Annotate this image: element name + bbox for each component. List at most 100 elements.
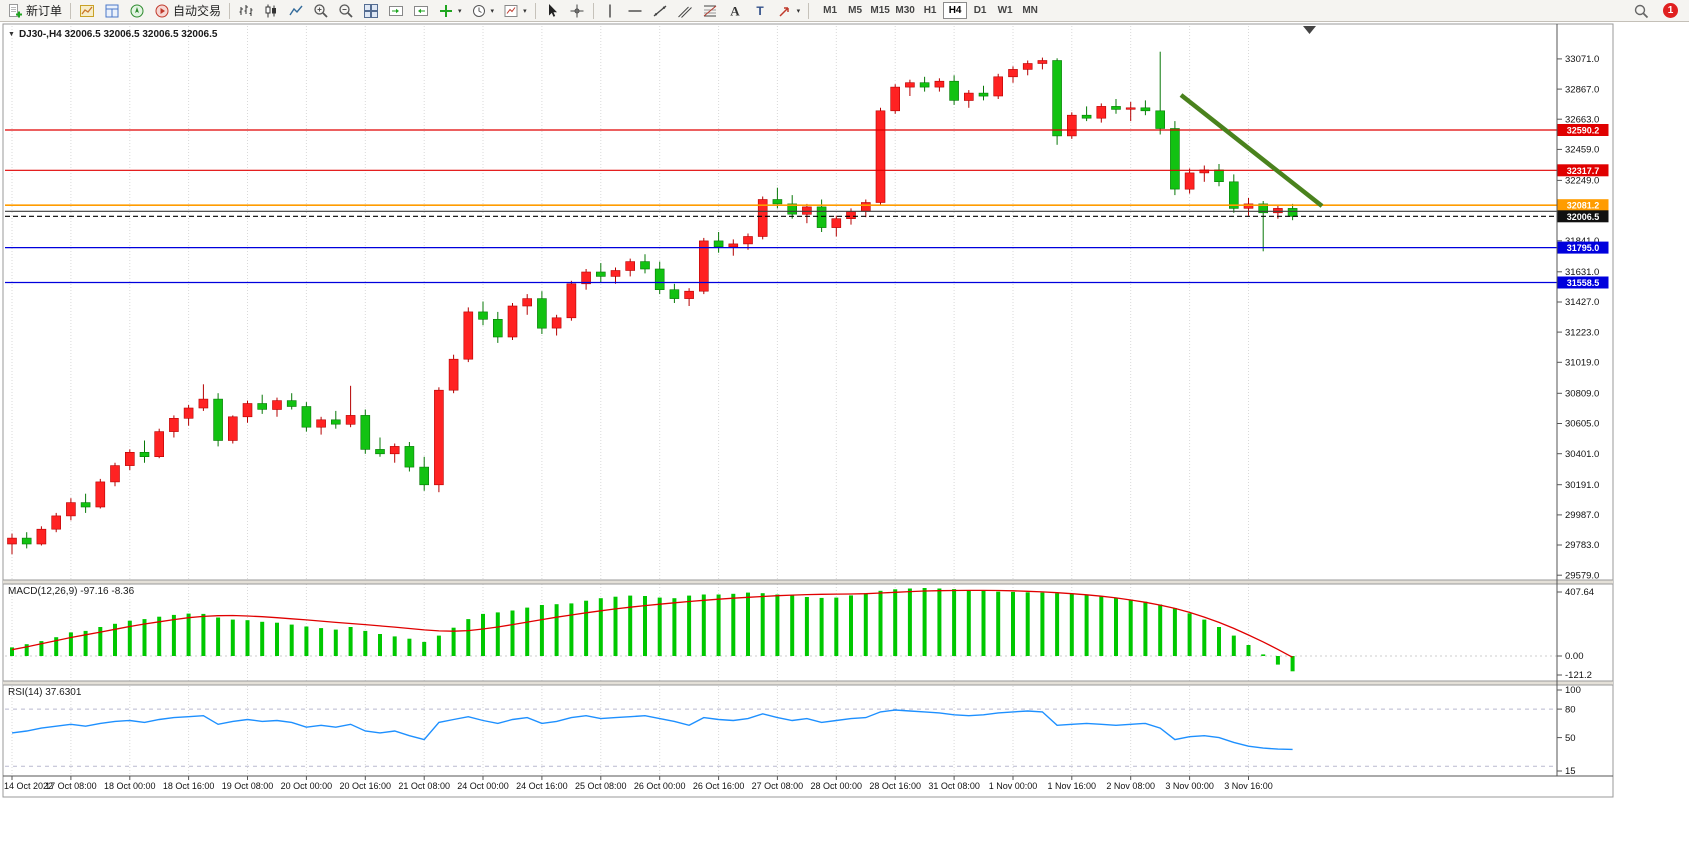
navigator-button[interactable] xyxy=(125,1,149,21)
arrow-object-icon xyxy=(779,6,789,17)
line-chart-button[interactable] xyxy=(284,1,308,21)
timeframe-M30[interactable]: M30 xyxy=(893,2,917,19)
candlestick-icon xyxy=(265,4,277,17)
clock-icon xyxy=(472,4,485,17)
caret-down-icon: ▾ xyxy=(796,7,801,15)
svg-text:26 Oct 16:00: 26 Oct 16:00 xyxy=(693,781,745,791)
search-button[interactable] xyxy=(1629,1,1653,21)
toolbar-right: 1 xyxy=(1629,1,1686,21)
timeframe-M5[interactable]: M5 xyxy=(843,2,867,19)
label-button[interactable]: T xyxy=(748,1,772,21)
macd-panel xyxy=(5,588,1557,672)
horizontal-line-button[interactable] xyxy=(623,1,647,21)
notification-badge[interactable]: 1 xyxy=(1663,3,1678,18)
timeframe-M15[interactable]: M15 xyxy=(868,2,892,19)
timeframe-W1[interactable]: W1 xyxy=(993,2,1017,19)
zoom-out-icon xyxy=(339,3,353,18)
rsi-axis: 100 80 50 15 xyxy=(1557,685,1581,777)
caret-down-icon: ▾ xyxy=(458,7,462,15)
toolbar-separator xyxy=(534,2,536,19)
svg-text:30191.0: 30191.0 xyxy=(1565,480,1599,491)
svg-text:19 Oct 08:00: 19 Oct 08:00 xyxy=(222,781,274,791)
timeframe-D1[interactable]: D1 xyxy=(968,2,992,19)
svg-text:20 Oct 00:00: 20 Oct 00:00 xyxy=(281,781,333,791)
timeframe-H1[interactable]: H1 xyxy=(918,2,942,19)
templates-button[interactable]: ▾ xyxy=(499,1,531,21)
svg-text:31427.0: 31427.0 xyxy=(1565,297,1599,308)
svg-text:29987.0: 29987.0 xyxy=(1565,510,1599,521)
bar-chart-button[interactable] xyxy=(234,1,258,21)
fibonacci-button[interactable] xyxy=(698,1,722,21)
svg-text:100: 100 xyxy=(1565,685,1581,696)
support-resistance-lines xyxy=(5,129,1557,284)
trendline-icon xyxy=(653,4,667,17)
channel-button[interactable] xyxy=(673,1,697,21)
chart-shift-button[interactable] xyxy=(409,1,433,21)
toolbar-separator xyxy=(70,2,72,19)
svg-text:3 Nov 16:00: 3 Nov 16:00 xyxy=(1224,781,1273,791)
svg-text:24 Oct 00:00: 24 Oct 00:00 xyxy=(457,781,509,791)
svg-text:31019.0: 31019.0 xyxy=(1565,358,1599,369)
svg-text:1 Nov 16:00: 1 Nov 16:00 xyxy=(1048,781,1097,791)
chart-menu-triangle-icon[interactable]: ▼ xyxy=(8,31,15,38)
svg-text:20 Oct 16:00: 20 Oct 16:00 xyxy=(340,781,392,791)
timeframe-group: M1 M5 M15 M30 H1 H4 D1 W1 MN xyxy=(818,2,1042,19)
svg-text:1 Nov 00:00: 1 Nov 00:00 xyxy=(989,781,1038,791)
auto-trading-button[interactable]: 自动交易 xyxy=(150,1,225,21)
svg-text:50: 50 xyxy=(1565,733,1576,744)
vertical-line-button[interactable] xyxy=(598,1,622,21)
text-button[interactable]: A xyxy=(723,1,747,21)
svg-text:24 Oct 16:00: 24 Oct 16:00 xyxy=(516,781,568,791)
navigator-icon xyxy=(130,4,144,17)
caret-down-icon: ▾ xyxy=(523,7,527,15)
timeframe-M1[interactable]: M1 xyxy=(818,2,842,19)
zoom-in-icon xyxy=(314,3,328,18)
svg-text:30605.0: 30605.0 xyxy=(1565,419,1599,430)
text-icon: A xyxy=(730,3,740,18)
svg-text:18 Oct 16:00: 18 Oct 16:00 xyxy=(163,781,215,791)
svg-text:29579.0: 29579.0 xyxy=(1565,570,1599,581)
zoom-in-button[interactable] xyxy=(309,1,333,21)
price-axis: 33071.032867.032663.032459.032249.032045… xyxy=(1557,54,1609,581)
macd-axis: 407.64 0.00 -121.2 xyxy=(1557,587,1594,681)
data-window-button[interactable] xyxy=(100,1,124,21)
svg-text:27 Oct 08:00: 27 Oct 08:00 xyxy=(752,781,804,791)
tile-windows-icon xyxy=(364,3,379,18)
svg-text:30809.0: 30809.0 xyxy=(1565,389,1599,400)
macd-indicator-label: MACD(12,26,9) -97.16 -8.36 xyxy=(8,586,135,597)
zoom-out-button[interactable] xyxy=(334,1,358,21)
candlestick-button[interactable] xyxy=(259,1,283,21)
rsi-panel xyxy=(5,708,1557,767)
auto-trading-icon xyxy=(155,4,169,17)
svg-text:33071.0: 33071.0 xyxy=(1565,54,1599,65)
timeframe-H4[interactable]: H4 xyxy=(943,2,968,19)
svg-text:32590.2: 32590.2 xyxy=(1567,126,1600,136)
cursor-arrow-icon xyxy=(548,3,557,17)
crosshair-button[interactable] xyxy=(565,1,589,21)
search-icon xyxy=(1634,4,1649,18)
new-order-button[interactable]: 新订单 xyxy=(3,1,66,21)
template-icon xyxy=(504,4,518,17)
crosshair-icon xyxy=(570,4,584,17)
market-watch-button[interactable] xyxy=(75,1,99,21)
svg-text:2 Nov 08:00: 2 Nov 08:00 xyxy=(1106,781,1155,791)
cursor-button[interactable] xyxy=(540,1,564,21)
market-watch-icon xyxy=(80,4,95,17)
new-order-label: 新订单 xyxy=(26,4,63,18)
caret-down-icon: ▾ xyxy=(490,7,495,15)
indicators-button[interactable]: ▾ xyxy=(434,1,466,21)
timeframe-MN[interactable]: MN xyxy=(1018,2,1042,19)
trendline-button[interactable] xyxy=(648,1,672,21)
auto-scroll-button[interactable] xyxy=(384,1,408,21)
fibonacci-icon xyxy=(703,5,716,16)
auto-trading-label: 自动交易 xyxy=(173,4,222,18)
svg-text:32459.0: 32459.0 xyxy=(1565,145,1599,156)
svg-text:31795.0: 31795.0 xyxy=(1567,243,1600,253)
periods-button[interactable]: ▾ xyxy=(467,1,499,21)
arrows-button[interactable]: ▾ xyxy=(773,1,805,21)
tile-windows-button[interactable] xyxy=(359,1,383,21)
svg-text:T: T xyxy=(756,4,764,18)
svg-text:18 Oct 00:00: 18 Oct 00:00 xyxy=(104,781,156,791)
svg-text:31 Oct 08:00: 31 Oct 08:00 xyxy=(928,781,980,791)
